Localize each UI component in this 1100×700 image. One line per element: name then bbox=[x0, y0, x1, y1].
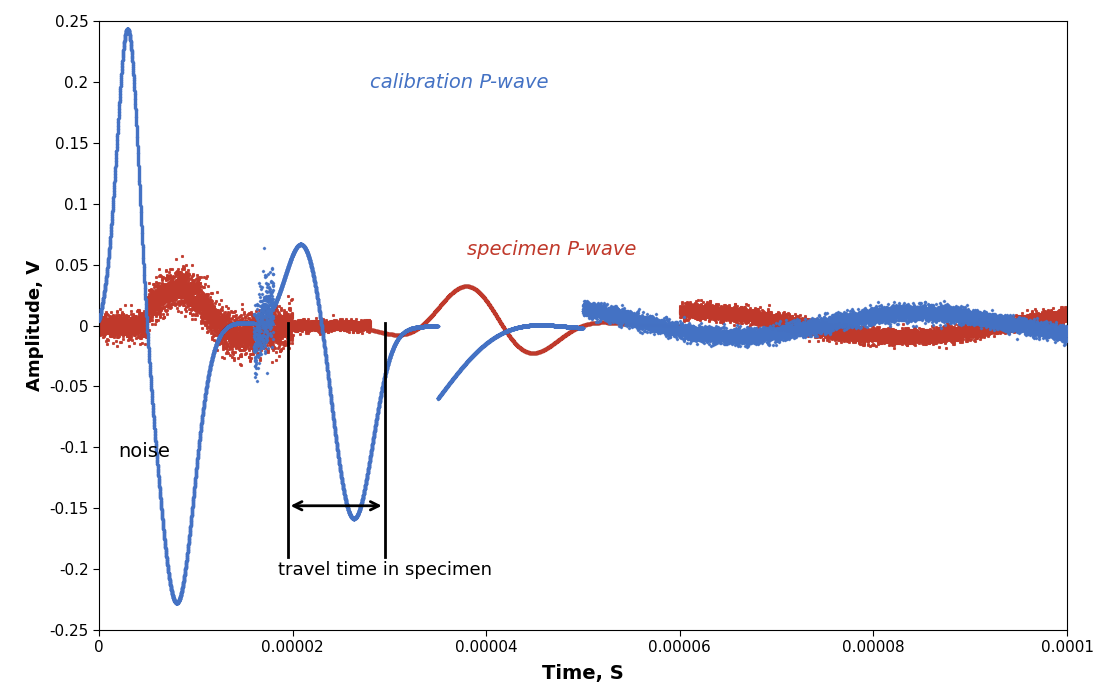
Text: travel time in specimen: travel time in specimen bbox=[278, 561, 492, 579]
Y-axis label: Amplitude, V: Amplitude, V bbox=[25, 260, 44, 391]
Text: calibration P-wave: calibration P-wave bbox=[370, 73, 549, 92]
Text: noise: noise bbox=[119, 442, 170, 461]
X-axis label: Time, S: Time, S bbox=[542, 664, 624, 682]
Text: specimen P-wave: specimen P-wave bbox=[466, 240, 636, 259]
